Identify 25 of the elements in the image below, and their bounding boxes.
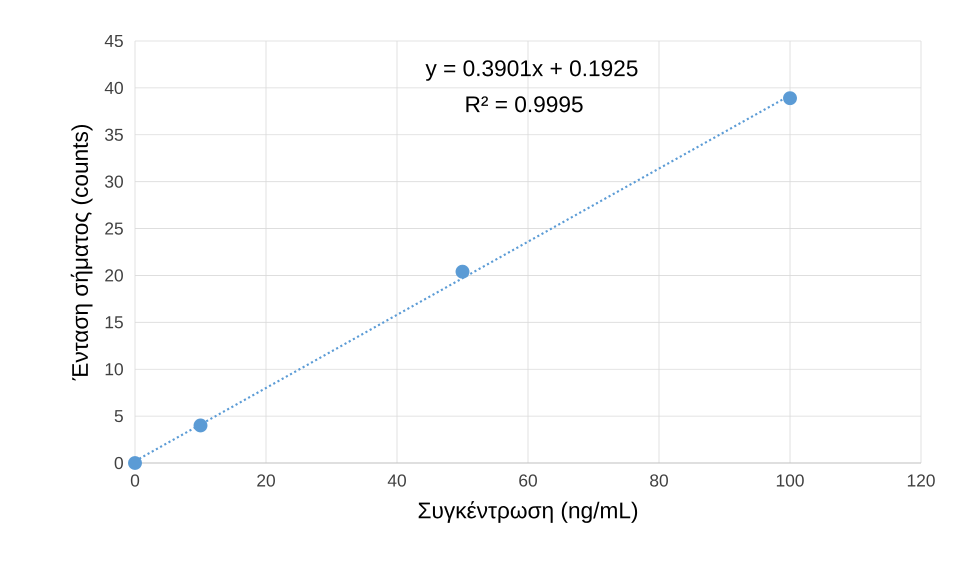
x-tick-label: 60 <box>519 474 537 487</box>
x-tick-label: 120 <box>908 474 935 487</box>
y-tick-label: 10 <box>106 363 123 376</box>
point <box>783 91 797 106</box>
x-tick-label: 100 <box>776 474 804 487</box>
annotation: y = 0.3901x + 0.1925 <box>426 60 638 81</box>
x-axis-title: Συγκέντρωση (ng/mL) <box>418 501 638 523</box>
y-tick-label: 0 <box>114 456 123 470</box>
y-tick-label: 40 <box>104 82 123 94</box>
x-tick-label: 80 <box>650 474 668 487</box>
y-tick-label: 20 <box>105 269 123 282</box>
point <box>194 418 208 432</box>
y-tick-label: 30 <box>105 176 123 188</box>
point <box>128 456 142 470</box>
x-tick-label: 40 <box>388 474 406 487</box>
y-tick-label: 45 <box>104 34 123 48</box>
y-axis-title: Ένταση σήματος (counts) <box>70 125 93 381</box>
y-tick-label: 5 <box>114 410 123 422</box>
y-tick-label: 25 <box>105 222 123 235</box>
point <box>456 264 470 279</box>
x-tick-label: 20 <box>257 474 275 487</box>
y-tick-label: 15 <box>106 316 123 328</box>
x-tick-label: 0 <box>130 474 140 487</box>
y-tick-label: 35 <box>105 128 123 141</box>
annotation: R² = 0.9995 <box>466 96 583 112</box>
